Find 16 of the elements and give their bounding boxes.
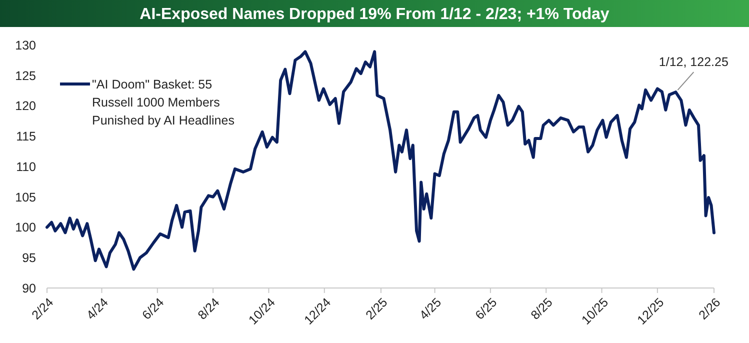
y-tick-label: 110: [16, 160, 36, 174]
y-tick-label: 95: [22, 251, 36, 265]
x-tick-label: 8/24: [195, 295, 222, 322]
x-tick-label: 6/24: [140, 295, 167, 322]
y-tick-label: 115: [16, 130, 36, 144]
legend-label: "AI Doom" Basket: 55 Russell 1000 Members Punished by AI Headlines: [92, 77, 234, 128]
x-tick-label: 4/24: [84, 295, 111, 322]
y-tick-label: 105: [15, 190, 36, 204]
y-tick-label: 100: [15, 220, 36, 235]
chart-title: AI-Exposed Names Dropped 19% From 1/12 - 2/23; +1% Today: [140, 6, 610, 23]
x-tick-label: 4/25: [416, 295, 444, 322]
y-tick-label: 90: [22, 281, 36, 296]
annotation: 1/12, 122.25: [658, 55, 728, 70]
y-tick-label: 120: [15, 99, 36, 114]
y-tick-label: 125: [15, 68, 36, 83]
y-tick-label: 130: [15, 38, 36, 52]
